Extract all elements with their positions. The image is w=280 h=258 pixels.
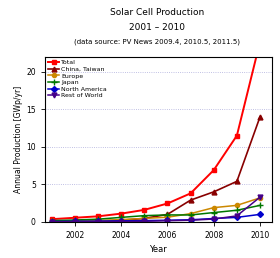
North America	[258, 213, 262, 216]
Rest of World	[212, 217, 215, 221]
Europe	[166, 216, 169, 219]
Rest of World	[73, 220, 76, 223]
Line: China, Taiwan: China, Taiwan	[49, 114, 262, 224]
China, Taiwan	[96, 220, 100, 223]
Total	[96, 215, 100, 218]
Japan	[166, 213, 169, 216]
Line: North America: North America	[50, 212, 262, 224]
Japan	[120, 216, 123, 219]
Rest of World	[235, 214, 239, 217]
Total	[212, 168, 215, 172]
Japan	[143, 214, 146, 217]
Japan	[96, 218, 100, 221]
China, Taiwan	[73, 220, 76, 223]
China, Taiwan	[120, 219, 123, 222]
North America	[143, 219, 146, 222]
Legend: Total, China, Taiwan, Europe, Japan, North America, Rest of World: Total, China, Taiwan, Europe, Japan, Nor…	[47, 59, 108, 100]
North America	[120, 219, 123, 222]
North America	[96, 220, 100, 223]
Total	[143, 208, 146, 211]
Europe	[235, 204, 239, 207]
Japan	[235, 209, 239, 212]
China, Taiwan	[143, 217, 146, 220]
Total	[73, 216, 76, 219]
Text: Solar Cell Production: Solar Cell Production	[110, 8, 204, 17]
Europe	[143, 217, 146, 220]
Japan	[189, 213, 192, 216]
China, Taiwan	[235, 180, 239, 183]
Japan	[73, 219, 76, 222]
Rest of World	[143, 220, 146, 223]
Total	[120, 212, 123, 215]
Rest of World	[189, 219, 192, 222]
Japan	[258, 204, 262, 207]
China, Taiwan	[50, 220, 53, 223]
China, Taiwan	[212, 190, 215, 194]
North America	[189, 218, 192, 221]
Europe	[258, 196, 262, 199]
North America	[212, 217, 215, 220]
X-axis label: Year: Year	[149, 245, 167, 254]
Total	[50, 218, 53, 221]
Europe	[189, 212, 192, 215]
China, Taiwan	[166, 213, 169, 216]
China, Taiwan	[258, 115, 262, 118]
Europe	[50, 220, 53, 223]
Rest of World	[258, 196, 262, 199]
Line: Japan: Japan	[49, 203, 263, 223]
Europe	[212, 206, 215, 209]
Line: Rest of World: Rest of World	[49, 195, 262, 224]
Europe	[96, 219, 100, 222]
Europe	[120, 218, 123, 221]
China, Taiwan	[189, 199, 192, 202]
Total	[235, 134, 239, 137]
Japan	[212, 211, 215, 214]
Total	[166, 202, 169, 205]
North America	[235, 216, 239, 219]
North America	[50, 220, 53, 223]
North America	[166, 219, 169, 222]
Europe	[73, 219, 76, 222]
Text: 2001 – 2010: 2001 – 2010	[129, 23, 185, 32]
Rest of World	[120, 220, 123, 223]
Text: (data source: PV News 2009.4, 2010.5, 2011.5): (data source: PV News 2009.4, 2010.5, 20…	[74, 39, 240, 45]
Line: Europe: Europe	[50, 196, 262, 223]
Rest of World	[50, 220, 53, 223]
Y-axis label: Annual Production [GWp/yr]: Annual Production [GWp/yr]	[14, 86, 23, 193]
Line: Total: Total	[49, 39, 262, 222]
North America	[73, 220, 76, 223]
Total	[189, 192, 192, 195]
Rest of World	[166, 219, 169, 222]
Total	[258, 40, 262, 43]
Japan	[50, 219, 53, 222]
Rest of World	[96, 220, 100, 223]
